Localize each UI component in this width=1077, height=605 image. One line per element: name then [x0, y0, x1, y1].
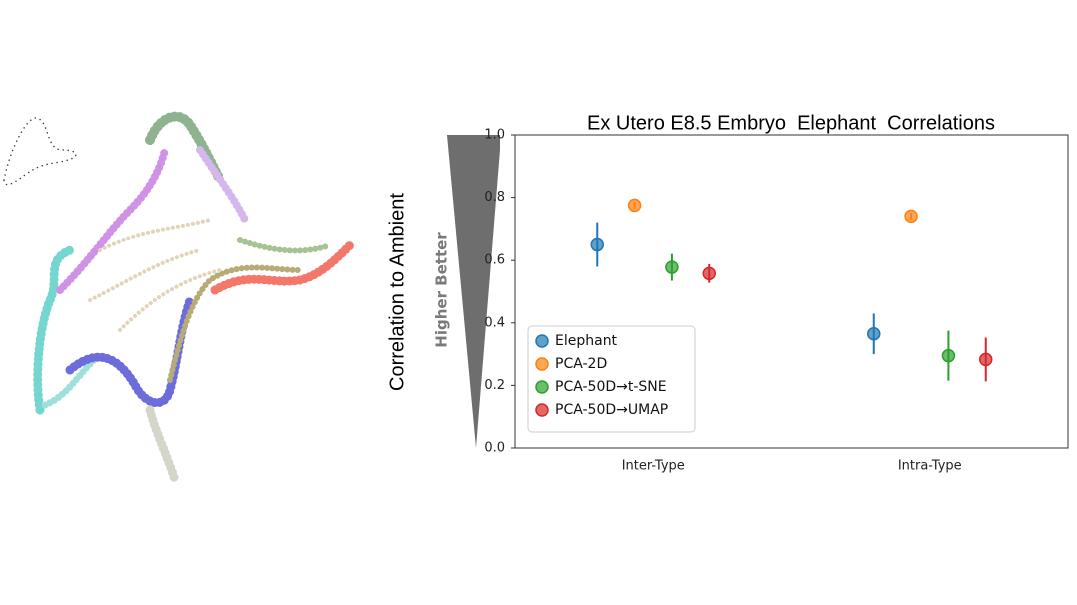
point — [627, 198, 642, 213]
point — [590, 237, 605, 252]
y-tick-label: 0.4 — [484, 315, 505, 330]
x-tick-label: Inter-Type — [622, 459, 685, 474]
legend-box — [527, 325, 696, 433]
point — [867, 327, 881, 341]
legend-label: PCA-50D→UMAP — [555, 402, 668, 418]
point — [702, 266, 716, 281]
y-tick-label: 0.2 — [484, 378, 505, 393]
legend-marker — [535, 403, 549, 417]
x-tick-label: Intra-Type — [898, 459, 962, 474]
y-tick-label: 0.6 — [484, 253, 505, 268]
legend-label: PCA-50D→t-SNE — [555, 379, 667, 395]
y-tick-label: 1.0 — [484, 128, 505, 143]
point — [904, 209, 918, 224]
legend-marker — [535, 380, 549, 394]
better-triangle — [447, 135, 500, 448]
legend-marker — [535, 357, 549, 371]
legend-label: Elephant — [555, 333, 618, 349]
legend-marker — [535, 334, 549, 348]
chart-title: Ex Utero E8.5 Embryo Elephant Correlatio… — [587, 112, 995, 134]
annotation: Higher Better — [433, 232, 451, 348]
y-axis-label: Correlation to Ambient — [386, 193, 408, 391]
embedding-illustration — [3, 111, 355, 485]
point — [665, 260, 679, 274]
y-tick-label: 0.0 — [484, 441, 505, 456]
point — [978, 352, 993, 367]
plot-frame — [514, 134, 1069, 449]
y-tick-label: 0.8 — [484, 190, 505, 205]
legend-label: PCA-2D — [555, 356, 607, 372]
point — [941, 348, 956, 363]
